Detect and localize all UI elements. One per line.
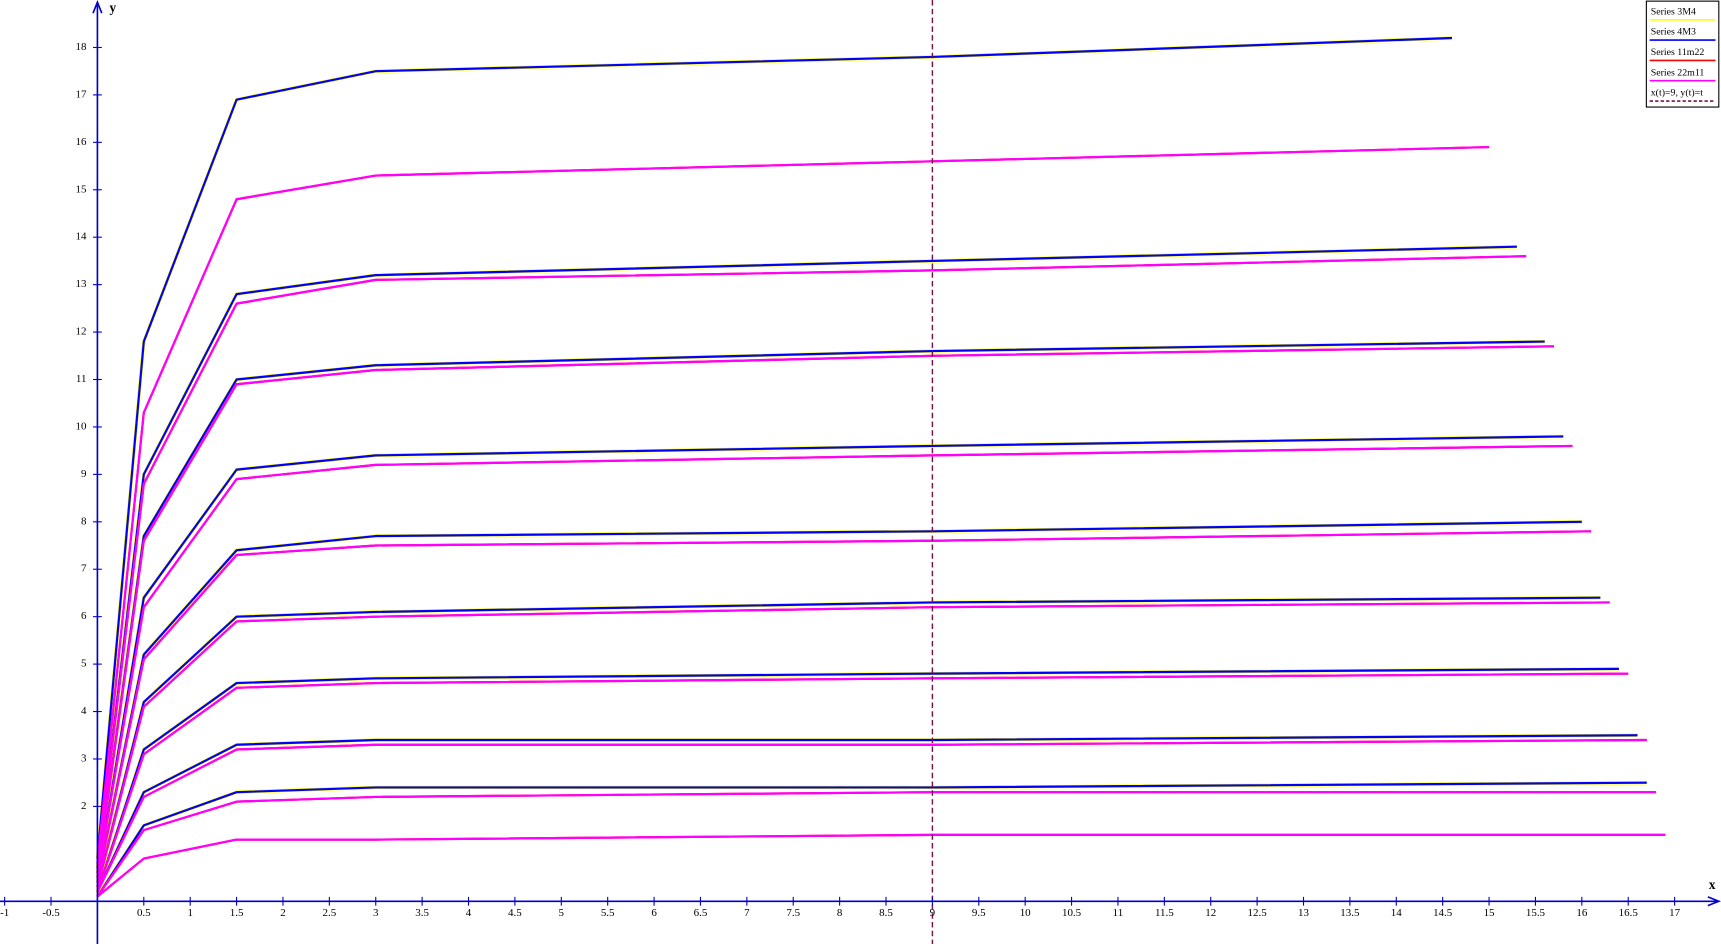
legend-label: Series 11m22 (1651, 47, 1705, 58)
series-line (96, 734, 1638, 893)
series-line (96, 791, 1657, 898)
y-axis-arrow (92, 0, 103, 14)
y-tick-label: 16 (75, 136, 86, 148)
x-tick-label: 12.5 (1248, 907, 1268, 919)
x-tick-label: 3 (373, 907, 379, 919)
series-line (96, 255, 1527, 869)
x-tick-label: 13 (1298, 907, 1309, 919)
legend-label: Series 22m11 (1651, 67, 1705, 78)
x-tick-label: 3.5 (415, 907, 429, 919)
series-line (96, 781, 1647, 898)
y-axis-label: y (109, 0, 116, 15)
x-tick-label: 5 (559, 907, 565, 919)
series-line (96, 444, 1573, 878)
y-tick-label: 13 (75, 278, 86, 290)
x-tick-label: -0.5 (42, 907, 60, 919)
y-tick-label: 14 (75, 231, 86, 243)
x-tick-label: 16 (1576, 907, 1587, 919)
x-tick-label: 8 (837, 907, 843, 919)
x-tick-label: 11.5 (1155, 907, 1174, 919)
x-tick-label: 7 (744, 907, 750, 919)
legend: Series 3M4 Series 4M3 Series 11m22 Series 2… (1645, 0, 1720, 108)
x-tick-label: 10.5 (1062, 907, 1082, 919)
y-tick-label: 10 (75, 420, 86, 432)
x-tick-label: 1.5 (230, 907, 244, 919)
x-tick-label: 2 (280, 907, 285, 919)
x-tick-label: 2.5 (322, 907, 336, 919)
series-line (96, 435, 1564, 878)
x-tick-label: 10 (1020, 907, 1031, 919)
y-tick-label: 5 (81, 658, 87, 670)
x-axis-label: x (1709, 877, 1716, 892)
series-line (96, 345, 1555, 873)
y-tick-label: 2 (81, 800, 86, 812)
x-tick-label: 9.5 (972, 907, 986, 919)
x-tick-label: 6 (651, 907, 657, 919)
legend-box (1645, 0, 1720, 108)
x-tick-label: 9 (930, 907, 936, 919)
x-tick-label: 5.5 (601, 907, 615, 919)
plot-area (95, 0, 1666, 944)
y-tick-label: 9 (81, 468, 87, 480)
x-tick-label: 14.5 (1433, 907, 1453, 919)
x-tick-label: -1 (0, 907, 9, 919)
series-line (96, 36, 1452, 859)
series-line (96, 601, 1610, 888)
x-tick-label: 17 (1669, 907, 1680, 919)
series-line (96, 672, 1629, 893)
series-line (96, 667, 1619, 893)
series-line (96, 833, 1666, 898)
x-tick-label: 8.5 (879, 907, 893, 919)
x-tick-label: 1 (187, 907, 192, 919)
x-tick-label: 13.5 (1340, 907, 1360, 919)
y-tick-label: 18 (75, 41, 86, 53)
series-line (96, 145, 1490, 864)
series-line (96, 530, 1592, 883)
y-tick-label: 3 (81, 752, 87, 764)
x-tick-label: 11 (1113, 907, 1124, 919)
x-tick-label: 15.5 (1526, 907, 1546, 919)
y-tick-label: 17 (75, 88, 86, 100)
legend-label: Series 4M3 (1651, 27, 1696, 38)
y-tick-label: 6 (81, 610, 87, 622)
y-tick-label: 12 (75, 326, 86, 338)
x-axis-arrow (1707, 896, 1721, 907)
x-tick-label: 14 (1391, 907, 1402, 919)
x-tick-label: 7.5 (786, 907, 800, 919)
x-tick-label: 4.5 (508, 907, 522, 919)
x-tick-label: 4 (466, 907, 472, 919)
y-tick-label: 15 (75, 183, 86, 195)
x-tick-label: 12 (1205, 907, 1216, 919)
y-tick-label: 4 (81, 705, 87, 717)
y-tick-label: 11 (76, 373, 87, 385)
y-tick-label: 7 (81, 563, 87, 575)
x-tick-label: 15 (1484, 907, 1495, 919)
legend-label: x(t)=9, y(t)=t (1651, 88, 1703, 99)
x-tick-label: 16.5 (1619, 907, 1639, 919)
legend-label: Series 3M4 (1651, 6, 1696, 17)
x-tick-label: 6.5 (694, 907, 708, 919)
x-tick-label: 0.5 (137, 907, 151, 919)
y-tick-label: 8 (81, 515, 87, 527)
series-line (96, 738, 1647, 893)
